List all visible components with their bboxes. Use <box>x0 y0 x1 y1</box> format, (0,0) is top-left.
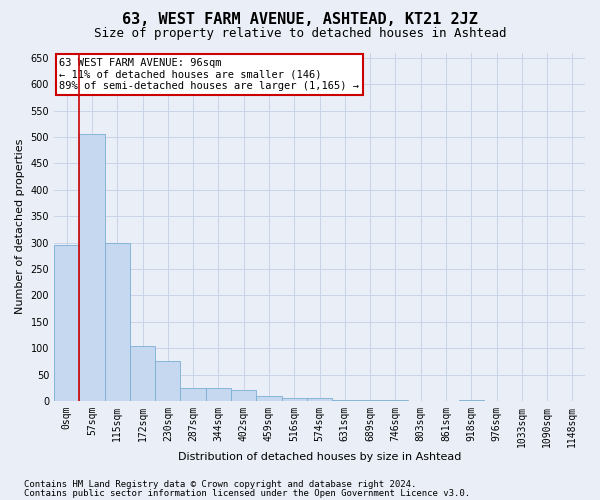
Text: 63 WEST FARM AVENUE: 96sqm
← 11% of detached houses are smaller (146)
89% of sem: 63 WEST FARM AVENUE: 96sqm ← 11% of deta… <box>59 58 359 91</box>
Bar <box>181 388 206 401</box>
Bar <box>54 245 79 401</box>
Text: Contains HM Land Registry data © Crown copyright and database right 2024.: Contains HM Land Registry data © Crown c… <box>24 480 416 489</box>
Bar <box>155 362 181 401</box>
Bar <box>79 134 104 401</box>
Y-axis label: Number of detached properties: Number of detached properties <box>15 139 25 314</box>
X-axis label: Distribution of detached houses by size in Ashtead: Distribution of detached houses by size … <box>178 452 461 462</box>
Bar <box>256 396 281 401</box>
Bar <box>307 398 332 401</box>
Bar <box>358 400 383 401</box>
Bar <box>383 400 408 401</box>
Text: 63, WEST FARM AVENUE, ASHTEAD, KT21 2JZ: 63, WEST FARM AVENUE, ASHTEAD, KT21 2JZ <box>122 12 478 28</box>
Bar <box>231 390 256 401</box>
Bar <box>458 400 484 401</box>
Bar <box>130 346 155 401</box>
Text: Contains public sector information licensed under the Open Government Licence v3: Contains public sector information licen… <box>24 488 470 498</box>
Text: Size of property relative to detached houses in Ashtead: Size of property relative to detached ho… <box>94 28 506 40</box>
Bar <box>281 398 307 401</box>
Bar <box>206 388 231 401</box>
Bar <box>332 400 358 401</box>
Bar <box>104 242 130 401</box>
